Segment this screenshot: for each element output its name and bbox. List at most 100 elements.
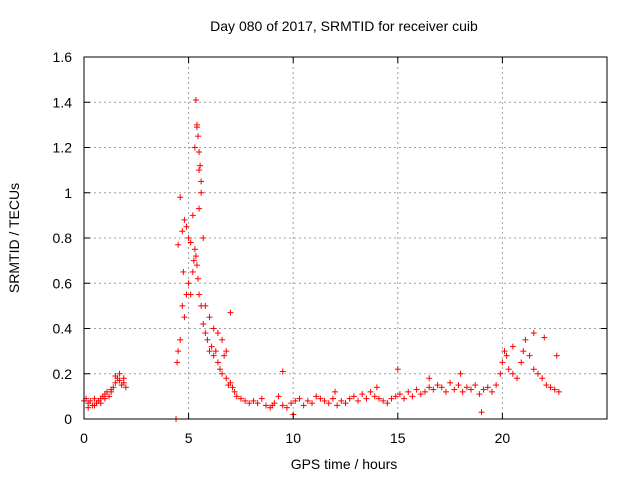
data-point: [493, 382, 500, 389]
data-point: [189, 212, 196, 219]
data-point: [350, 393, 357, 400]
data-point: [547, 384, 554, 391]
data-point: [367, 388, 374, 395]
y-axis-label: SRMTID / TECUs: [6, 183, 22, 293]
data-point: [359, 391, 366, 398]
data-point: [553, 352, 560, 359]
data-point: [242, 397, 249, 404]
data-point: [187, 291, 194, 298]
data-point: [200, 235, 207, 241]
data-point: [394, 366, 401, 373]
data-point: [269, 402, 276, 409]
data-point: [392, 393, 399, 400]
data-point: [198, 178, 205, 185]
data-point: [275, 393, 282, 400]
data-point: [191, 246, 198, 253]
data-point: [304, 397, 311, 404]
data-point: [413, 386, 420, 393]
data-point: [196, 291, 203, 298]
data-point: [185, 235, 192, 241]
x-axis-ticks: 0 5 10 15 20: [80, 57, 510, 446]
data-point: [539, 375, 546, 382]
data-point: [459, 388, 466, 395]
data-point: [332, 388, 339, 395]
x-tick-label: 10: [285, 430, 301, 446]
data-point: [309, 400, 316, 407]
y-tick-label: 1.6: [53, 49, 73, 65]
data-point: [210, 325, 217, 332]
data-point: [181, 216, 188, 223]
data-point: [526, 352, 533, 359]
data-point: [373, 384, 380, 391]
data-point: [191, 144, 198, 151]
data-point: [313, 393, 320, 400]
data-point: [202, 302, 209, 309]
data-point: [543, 382, 550, 389]
x-tick-label: 5: [185, 430, 193, 446]
data-point: [223, 375, 230, 382]
data-point: [468, 386, 475, 393]
data-point: [174, 359, 181, 366]
data-points: [81, 96, 562, 422]
data-point: [442, 388, 449, 395]
data-point: [183, 223, 190, 230]
data-point: [417, 391, 424, 398]
data-point: [192, 253, 199, 260]
x-axis-label: GPS time / hours: [291, 456, 398, 472]
data-point: [227, 309, 234, 316]
data-point: [363, 395, 370, 402]
data-point: [463, 384, 470, 391]
data-point: [210, 352, 217, 359]
data-point: [91, 402, 98, 409]
data-point: [110, 384, 117, 391]
data-point: [342, 400, 349, 407]
data-point: [97, 400, 104, 407]
data-point: [530, 366, 537, 373]
data-point: [206, 348, 213, 355]
data-point: [179, 228, 186, 235]
data-point: [346, 395, 353, 402]
data-point: [499, 359, 506, 366]
data-point: [214, 330, 221, 337]
data-point: [520, 348, 527, 355]
data-point: [116, 377, 123, 384]
data-point: [208, 343, 215, 350]
data-point: [501, 348, 508, 355]
data-point: [530, 330, 537, 337]
data-point: [480, 386, 487, 393]
data-point: [212, 348, 219, 355]
data-point: [388, 395, 395, 402]
data-point: [181, 314, 188, 321]
y-tick-label: 0.6: [53, 275, 73, 291]
data-point: [116, 370, 123, 377]
data-point: [179, 302, 186, 309]
data-point: [551, 386, 558, 393]
data-point: [180, 268, 187, 275]
data-point: [190, 257, 197, 264]
data-point: [384, 400, 391, 407]
data-point: [193, 124, 200, 131]
data-point: [227, 379, 234, 386]
data-point: [426, 375, 433, 382]
data-point: [380, 397, 387, 404]
data-point: [122, 384, 129, 391]
data-point: [192, 96, 199, 103]
data-point: [300, 402, 307, 409]
data-point: [405, 388, 412, 395]
data-point: [196, 167, 203, 174]
data-point: [321, 397, 328, 404]
data-point: [175, 348, 182, 355]
data-point: [484, 384, 491, 391]
data-point: [175, 241, 182, 248]
data-point: [177, 336, 184, 343]
data-point: [555, 388, 562, 395]
data-point: [317, 395, 324, 402]
data-point: [254, 400, 261, 407]
data-point: [279, 368, 286, 375]
data-point: [279, 402, 286, 409]
data-point: [197, 162, 204, 169]
y-tick-label: 0.8: [53, 230, 73, 246]
data-point: [451, 386, 458, 393]
chart-title: Day 080 of 2017, SRMTID for receiver cui…: [210, 18, 478, 34]
